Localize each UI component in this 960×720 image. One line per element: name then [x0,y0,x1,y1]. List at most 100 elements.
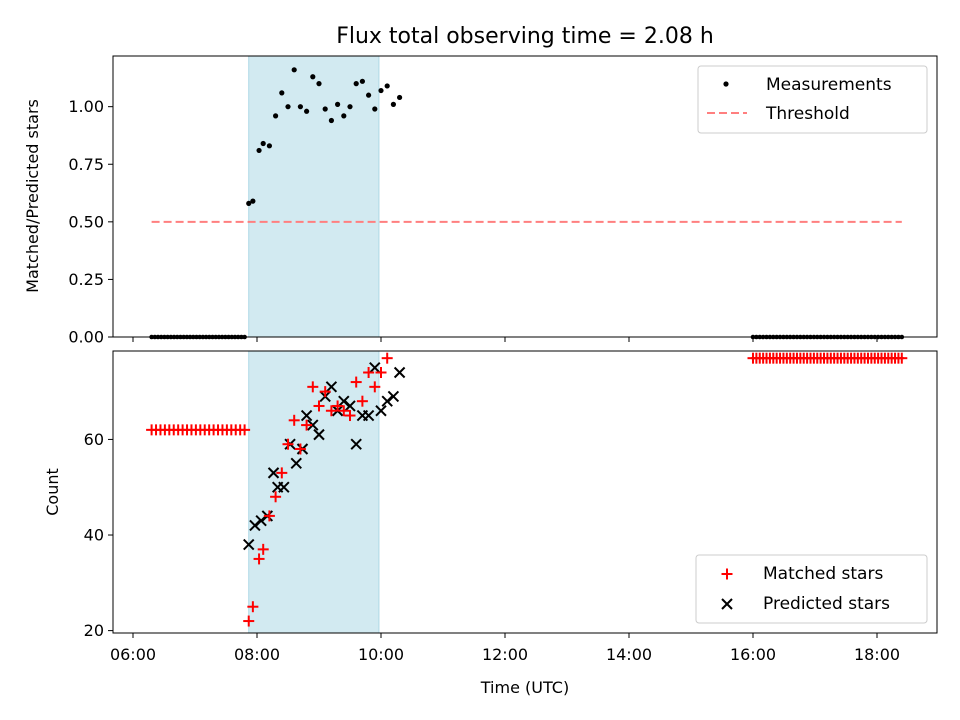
measurement-point [322,106,328,112]
predicted-star-point [307,419,319,431]
measurement-point [297,104,303,110]
matched-star-point [247,601,259,613]
bottom-xlabel: Time (UTC) [480,678,569,697]
measurement-point [273,113,279,119]
bottom-legend: Matched stars Predicted stars [695,554,928,624]
matched-star-point [288,414,300,426]
predicted-star-point [278,481,290,493]
legend-predicted-label: Predicted stars [763,594,890,614]
matched-star-point [307,381,319,393]
matched-star-point [313,400,325,412]
bottom-ytick-label: 40 [84,526,104,545]
matched-star-point [276,467,288,479]
measurement-point [335,101,341,107]
measurement-point [397,94,403,101]
bottom-ytick-label: 20 [84,621,104,640]
legend-threshold-label: Threshold [765,104,850,124]
measurement-point [285,104,291,110]
measurement-point [384,83,390,89]
measurement-point [347,104,353,110]
matched-star-point [243,615,255,627]
matched-star-point [350,376,362,388]
top-panel: 0.00 0.25 0.50 0.75 1.00 Measurements Threshol… [68,55,938,347]
legend-matched-label: Matched stars [763,564,883,584]
bottom-legend-box [695,554,928,624]
top-legend-box [697,65,928,134]
matched-star-point [301,419,313,431]
matched-star-point [319,386,331,398]
predicted-star-point [267,467,280,479]
top-ytick-label: 0.75 [68,155,104,174]
legend-measurements-label: Measurements [766,75,892,95]
legend-measurements-marker [723,81,729,87]
top-highlight-span [248,55,380,338]
bottom-panel: 20 40 60 06:00 08:00 10:00 12:00 14:00 16:00 18:0… [84,350,938,664]
matched-star-point [325,405,337,417]
matched-star-point [282,438,294,450]
predicted-star-point [344,400,356,412]
measurement-point [390,101,396,107]
bottom-highlight-span [248,350,380,634]
measurement-point [256,147,262,154]
top-title: Flux total observing time = 2.08 h [336,24,714,49]
bottom-xtick-label: 12:00 [482,645,528,664]
predicted-star-point [290,457,302,470]
top-ytick-label: 0.00 [68,328,104,347]
predicted-star-point [249,519,261,532]
top-axes-frame [112,55,938,338]
predicted-star-point [387,390,400,403]
matched-star-point [239,424,251,436]
measurement-point [250,198,256,204]
matched-star-point [257,543,269,555]
measurement-point [328,117,334,124]
matched-star-point [369,381,381,393]
measurement-point [341,113,347,119]
bottom-ylabel: Count [43,468,62,516]
legend-predicted-marker [721,598,733,610]
legend-matched-marker [721,568,733,580]
matched-star-point [338,405,350,417]
measurement-point [310,74,316,80]
measurement-point [260,140,266,147]
measurement-point [304,108,310,114]
predicted-star-point [243,538,255,551]
matched-star-point [332,400,344,412]
matched-star-point [294,443,306,455]
matched-star-point [896,352,908,364]
measurement-point [291,67,297,73]
bottom-xtick-label: 06:00 [110,645,156,664]
predicted-star-point [369,362,381,374]
measurement-point [359,78,365,84]
matched-star-point [363,367,375,379]
predicted-star-point [313,428,325,441]
top-ytick-label: 1.00 [68,97,104,116]
matched-star-point [375,367,387,379]
matched-star-point [344,410,356,422]
top-ylabel: Matched/Predicted stars [23,99,42,293]
predicted-star-point [255,514,267,527]
predicted-star-point [338,395,350,407]
predicted-star-point [393,366,406,379]
top-legend: Measurements Threshold [697,65,928,134]
measurement-point [279,90,285,96]
bottom-xtick-label: 18:00 [854,645,900,664]
matched-star-point [270,491,282,503]
measurement-point [366,92,372,98]
bottom-xtick-label: 16:00 [730,645,776,664]
matched-star-point [253,553,265,565]
measurement-point [353,81,359,87]
bottom-xtick-label: 14:00 [606,645,652,664]
matched-star-point [356,395,368,407]
measurement-point [378,87,384,94]
measurement-point [316,81,322,87]
top-ytick-label: 0.50 [68,212,104,231]
bottom-xtick-label: 10:00 [358,645,404,664]
measurement-point [372,106,378,112]
matched-star-point [263,510,275,522]
predicted-star-point [375,405,387,417]
measurement-point [266,143,272,149]
predicted-star-point [300,409,313,422]
measurement-point [246,200,252,207]
predicted-star-point [381,395,393,407]
